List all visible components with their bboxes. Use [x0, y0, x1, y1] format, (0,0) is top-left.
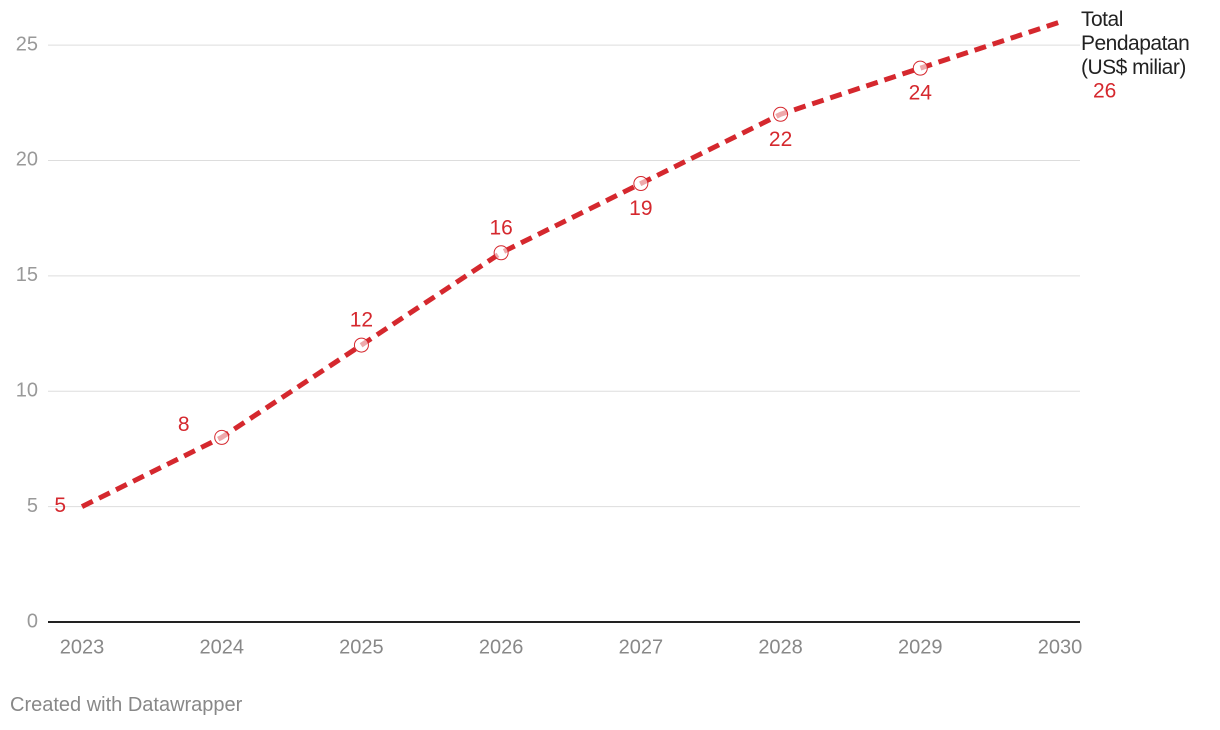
x-tick-label: 2023 — [60, 636, 105, 658]
y-tick-label: 15 — [16, 264, 38, 286]
point-marker — [353, 337, 369, 353]
data-label: 26 — [1093, 80, 1116, 103]
x-tick-label: 2024 — [199, 636, 244, 658]
point-marker — [633, 176, 649, 192]
y-tick-label: 10 — [16, 380, 38, 402]
point-marker — [493, 245, 509, 261]
x-tick-label: 2025 — [339, 636, 384, 658]
x-tick-label: 2026 — [479, 636, 524, 658]
series-label: Total Pendapatan (US$ miliar) — [1081, 8, 1190, 79]
data-label: 5 — [54, 494, 66, 517]
y-tick-label: 5 — [27, 495, 38, 517]
point-marker — [773, 106, 789, 122]
point-marker — [214, 429, 230, 445]
footer: Created with Datawrapper — [10, 694, 243, 716]
data-label: 8 — [178, 413, 190, 436]
x-tick-label: 2028 — [758, 636, 803, 658]
data-label: 16 — [489, 216, 512, 239]
x-tick-label: 2030 — [1038, 636, 1083, 658]
x-tick-label: 2029 — [898, 636, 943, 658]
data-label: 24 — [909, 82, 933, 105]
y-tick-label: 20 — [16, 149, 38, 171]
x-tick-label: 2027 — [619, 636, 664, 658]
y-tick-label: 25 — [16, 33, 38, 55]
y-tick-label: 0 — [27, 610, 38, 632]
data-label: 22 — [769, 128, 792, 151]
point-marker — [912, 60, 928, 76]
data-label: 12 — [350, 309, 373, 332]
data-label: 19 — [629, 197, 652, 220]
